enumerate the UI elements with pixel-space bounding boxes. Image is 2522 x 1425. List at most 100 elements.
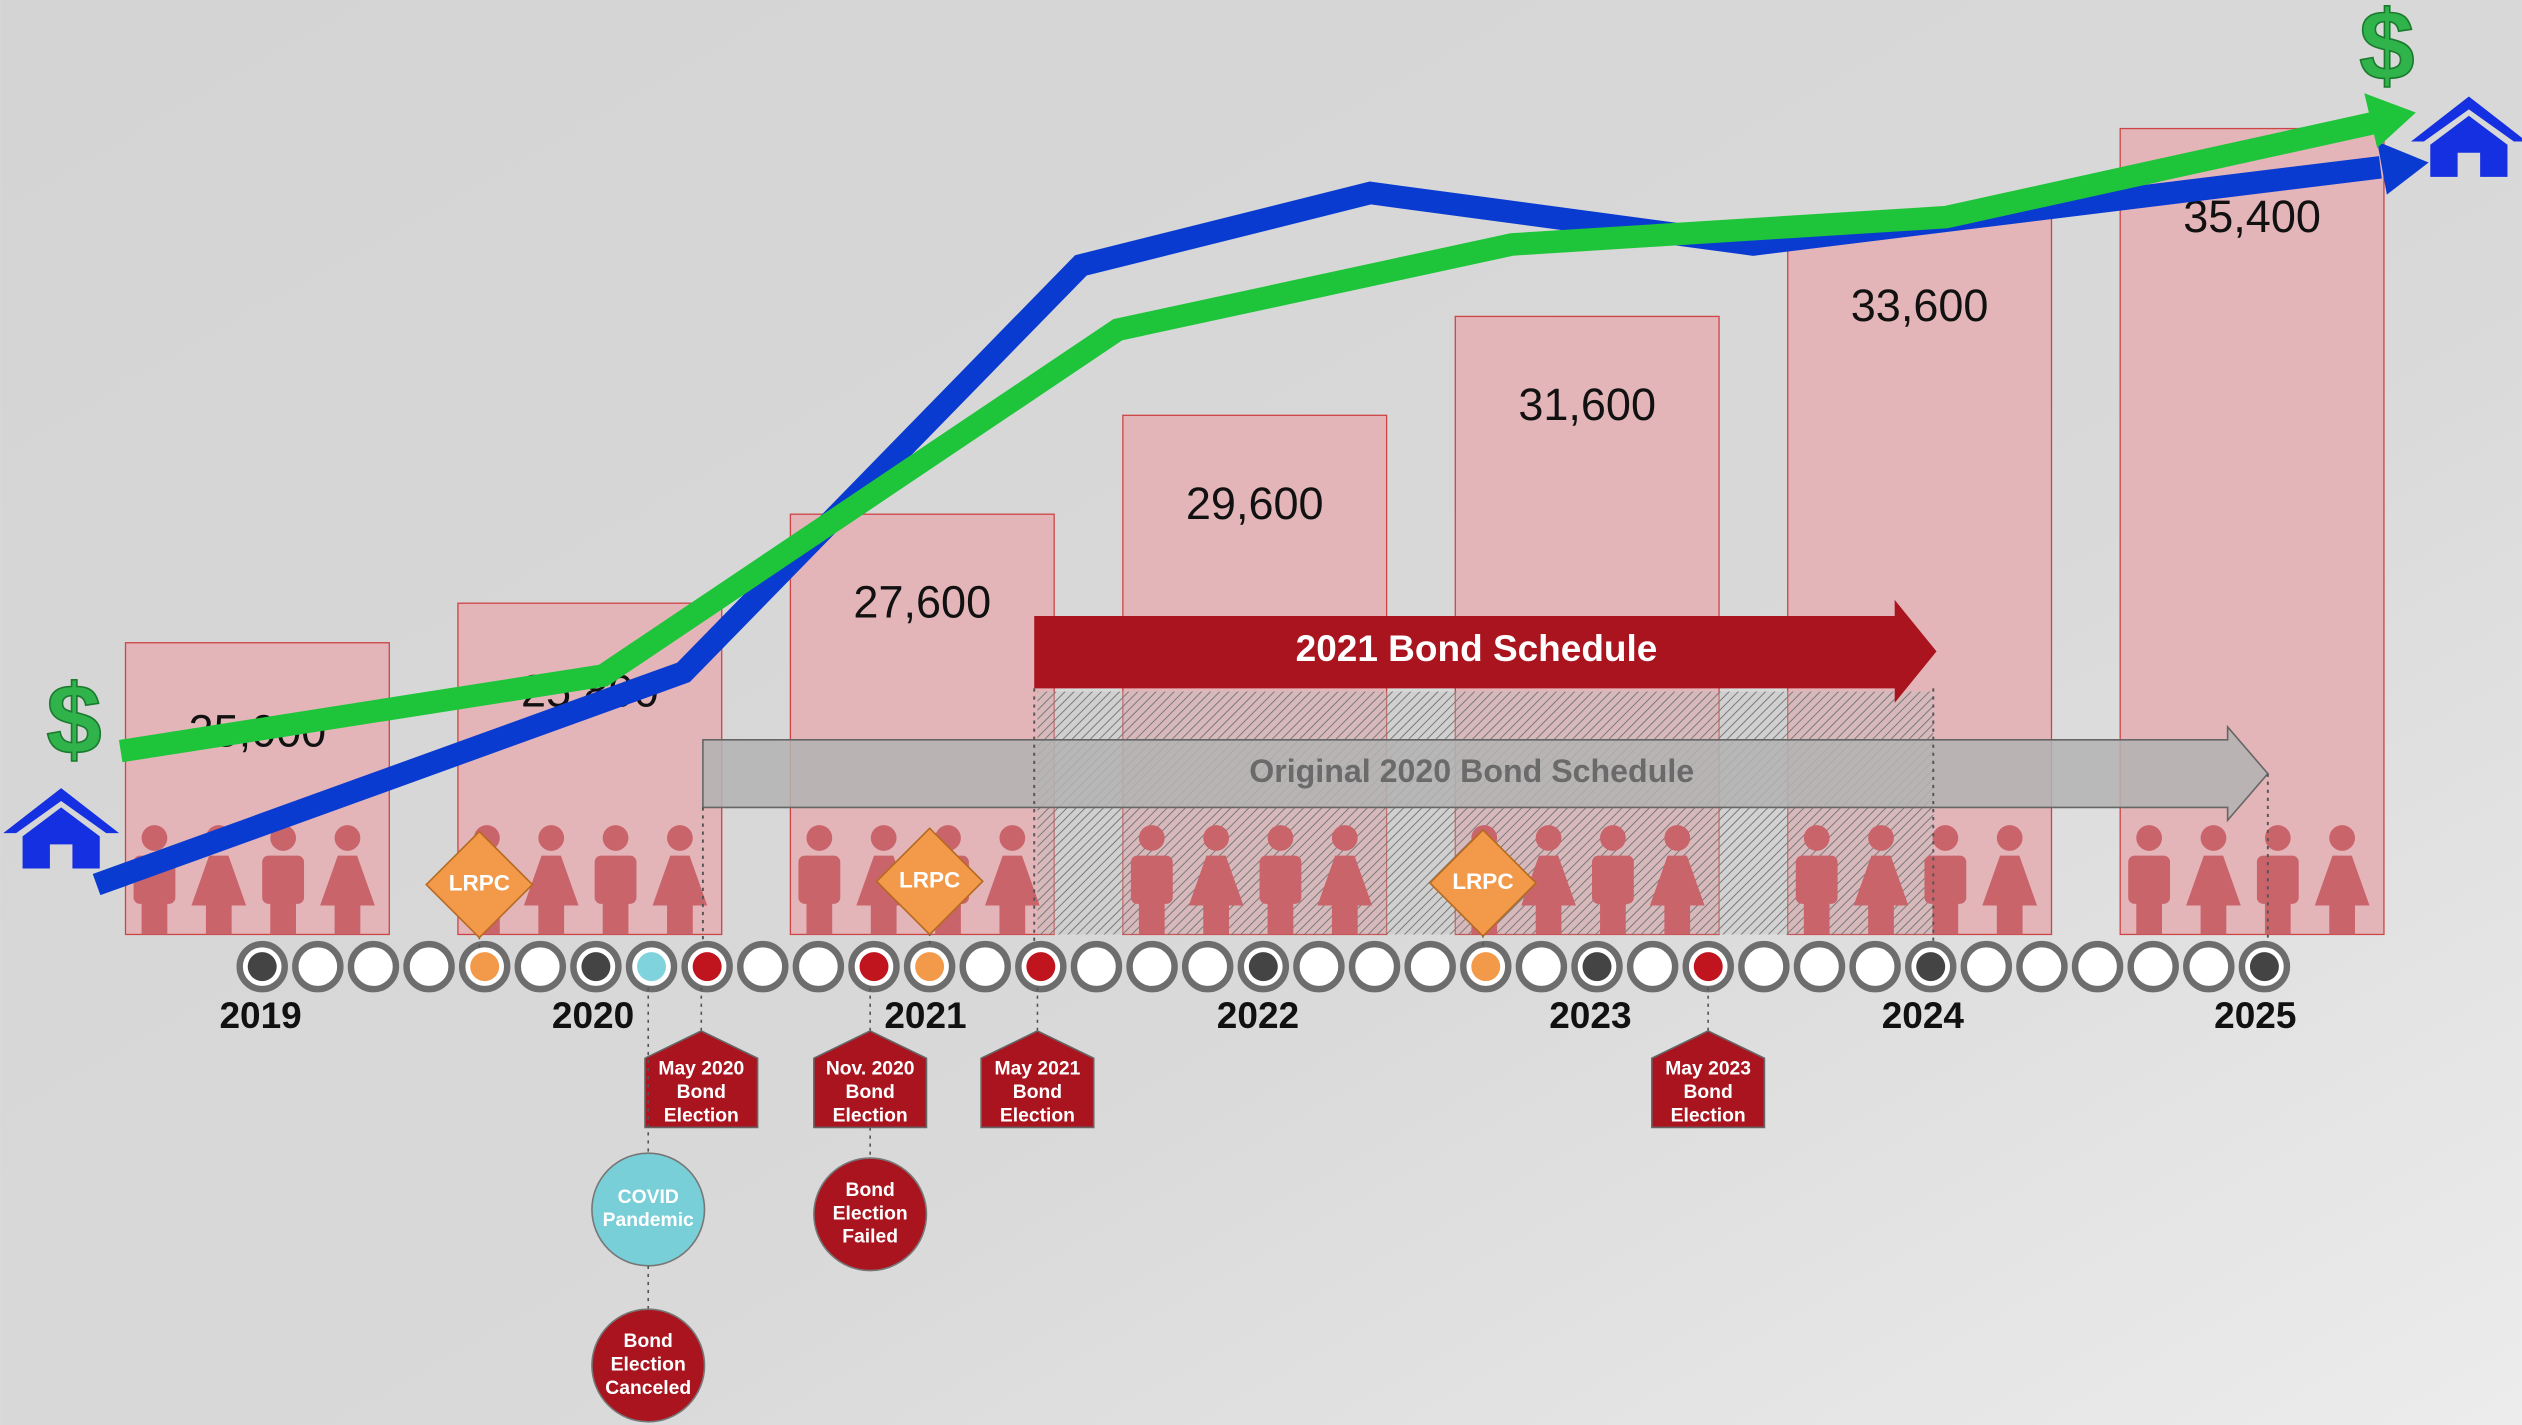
outcome-label: Pandemic xyxy=(603,1210,694,1231)
event-label: Nov. 2020 xyxy=(826,1059,915,1080)
person-legs xyxy=(1997,894,2023,934)
timeline-dot-fill xyxy=(1916,952,1945,981)
person-head xyxy=(2136,825,2162,851)
person-head xyxy=(1932,825,1958,851)
bar xyxy=(2120,129,2384,935)
milestone-label: LRPC xyxy=(449,871,510,896)
dollar-icon: $ xyxy=(2359,0,2414,101)
timeline-dot-fill xyxy=(1026,952,1055,981)
event-label: May 2020 xyxy=(658,1059,744,1080)
timeline-dot-fill xyxy=(1249,952,1278,981)
person-legs xyxy=(206,894,232,934)
timeline-dot xyxy=(1964,944,2009,989)
person-legs xyxy=(667,894,693,934)
outcome-label: Canceled xyxy=(605,1378,691,1399)
person-head xyxy=(1600,825,1626,851)
timeline-dot xyxy=(295,944,340,989)
timeline-dot-fill xyxy=(2250,952,2279,981)
timeline-dot-fill xyxy=(248,952,277,981)
person-head xyxy=(335,825,361,851)
timeline-dot xyxy=(1797,944,1842,989)
person-legs xyxy=(1139,894,1165,934)
person-head xyxy=(1203,825,1229,851)
event-label: Bond xyxy=(677,1082,726,1103)
timeline-dot xyxy=(1630,944,1675,989)
timeline-dot-fill xyxy=(1471,952,1500,981)
person-head xyxy=(2329,825,2355,851)
outcome-label: Failed xyxy=(842,1227,898,1248)
person-legs xyxy=(1600,894,1626,934)
outcome-label: Election xyxy=(833,1203,908,1224)
person-head xyxy=(871,825,897,851)
event-label: Bond xyxy=(1013,1082,1062,1103)
person-head xyxy=(142,825,168,851)
outcome-label: Bond xyxy=(624,1331,673,1352)
year-label: 2021 xyxy=(884,995,966,1036)
person-legs xyxy=(2329,894,2355,934)
person-legs xyxy=(603,894,629,934)
person-legs xyxy=(2201,894,2227,934)
timeline-dot xyxy=(2131,944,2176,989)
timeline-dot xyxy=(796,944,841,989)
value-label: 31,600 xyxy=(1518,379,1656,430)
person-legs xyxy=(1868,894,1894,934)
outcome-label: COVID xyxy=(618,1187,679,1208)
person-head xyxy=(1268,825,1294,851)
person-head xyxy=(1664,825,1690,851)
dollar-icon: $ xyxy=(46,664,101,775)
person-head xyxy=(2201,825,2227,851)
timeline-dot-fill xyxy=(1694,952,1723,981)
schedule-label: 2021 Bond Schedule xyxy=(1296,628,1658,669)
person-legs xyxy=(2136,894,2162,934)
person-head xyxy=(1868,825,1894,851)
person-head xyxy=(999,825,1025,851)
person-legs xyxy=(142,894,168,934)
value-label: 27,600 xyxy=(853,577,991,628)
event-label: May 2023 xyxy=(1665,1059,1751,1080)
timeline-dot xyxy=(1741,944,1786,989)
person-head xyxy=(806,825,832,851)
outcome-label: Election xyxy=(611,1355,686,1376)
person-legs xyxy=(1203,894,1229,934)
timeline-dot-fill xyxy=(470,952,499,981)
chart: 25,00025,80027,60029,60031,60033,60035,4… xyxy=(0,0,2522,1425)
timeline-dot xyxy=(2075,944,2120,989)
event-label: Election xyxy=(664,1105,739,1126)
timeline-dot xyxy=(1408,944,1453,989)
person-legs xyxy=(1536,894,1562,934)
person-head xyxy=(1536,825,1562,851)
event-label: Election xyxy=(833,1105,908,1126)
year-label: 2022 xyxy=(1217,995,1299,1036)
person-head xyxy=(667,825,693,851)
person-legs xyxy=(1932,894,1958,934)
timeline-dot xyxy=(740,944,785,989)
person-head xyxy=(538,825,564,851)
timeline-dot xyxy=(1296,944,1341,989)
person-legs xyxy=(999,894,1025,934)
event-label: Bond xyxy=(846,1082,895,1103)
timeline-dot-fill xyxy=(860,952,889,981)
person-legs xyxy=(806,894,832,934)
timeline-dot xyxy=(351,944,396,989)
timeline-dot xyxy=(1130,944,1175,989)
timeline-dot xyxy=(518,944,563,989)
person-head xyxy=(1332,825,1358,851)
year-label: 2020 xyxy=(552,995,634,1036)
person-legs xyxy=(1268,894,1294,934)
timeline-dot-fill xyxy=(1583,952,1612,981)
timeline-dot-fill xyxy=(915,952,944,981)
timeline-dot xyxy=(407,944,452,989)
year-label: 2019 xyxy=(219,995,301,1036)
value-label: 29,600 xyxy=(1186,478,1324,529)
timeline-dot-fill xyxy=(581,952,610,981)
person-legs xyxy=(1664,894,1690,934)
person-head xyxy=(1139,825,1165,851)
milestone-label: LRPC xyxy=(1452,869,1513,894)
year-label: 2023 xyxy=(1549,995,1631,1036)
person-legs xyxy=(1332,894,1358,934)
timeline-dot-fill xyxy=(637,952,666,981)
person-legs xyxy=(270,894,296,934)
person-head xyxy=(603,825,629,851)
schedule-label: Original 2020 Bond Schedule xyxy=(1249,753,1694,789)
timeline-dot xyxy=(1074,944,1119,989)
